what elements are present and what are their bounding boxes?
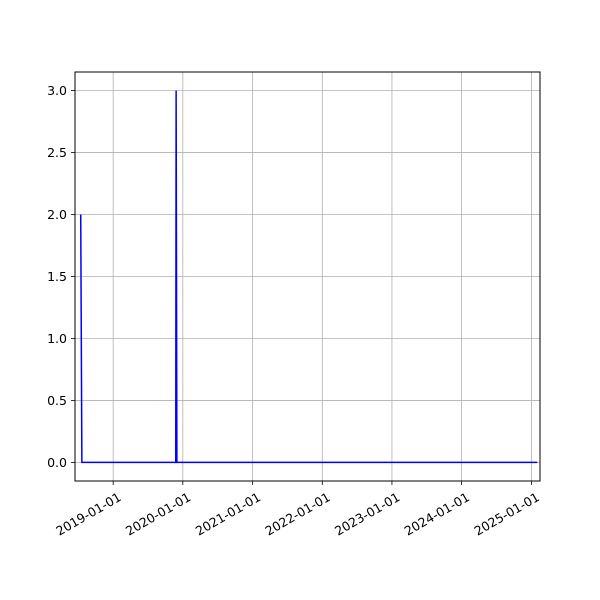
y-tick-label: 3.0 xyxy=(47,83,67,98)
y-tick-label: 1.0 xyxy=(47,331,67,346)
series-line xyxy=(79,90,538,464)
series-layer xyxy=(79,90,538,464)
y-tick-label: 2.5 xyxy=(47,145,67,160)
y-tick-label: 0.0 xyxy=(47,455,67,470)
y-tick-label: 1.5 xyxy=(47,269,67,284)
y-tick-label: 0.5 xyxy=(47,393,67,408)
y-axis: 0.0 0.5 1.0 1.5 2.0 2.5 3.0 xyxy=(47,83,75,470)
y-tick-label: 2.0 xyxy=(47,207,67,222)
